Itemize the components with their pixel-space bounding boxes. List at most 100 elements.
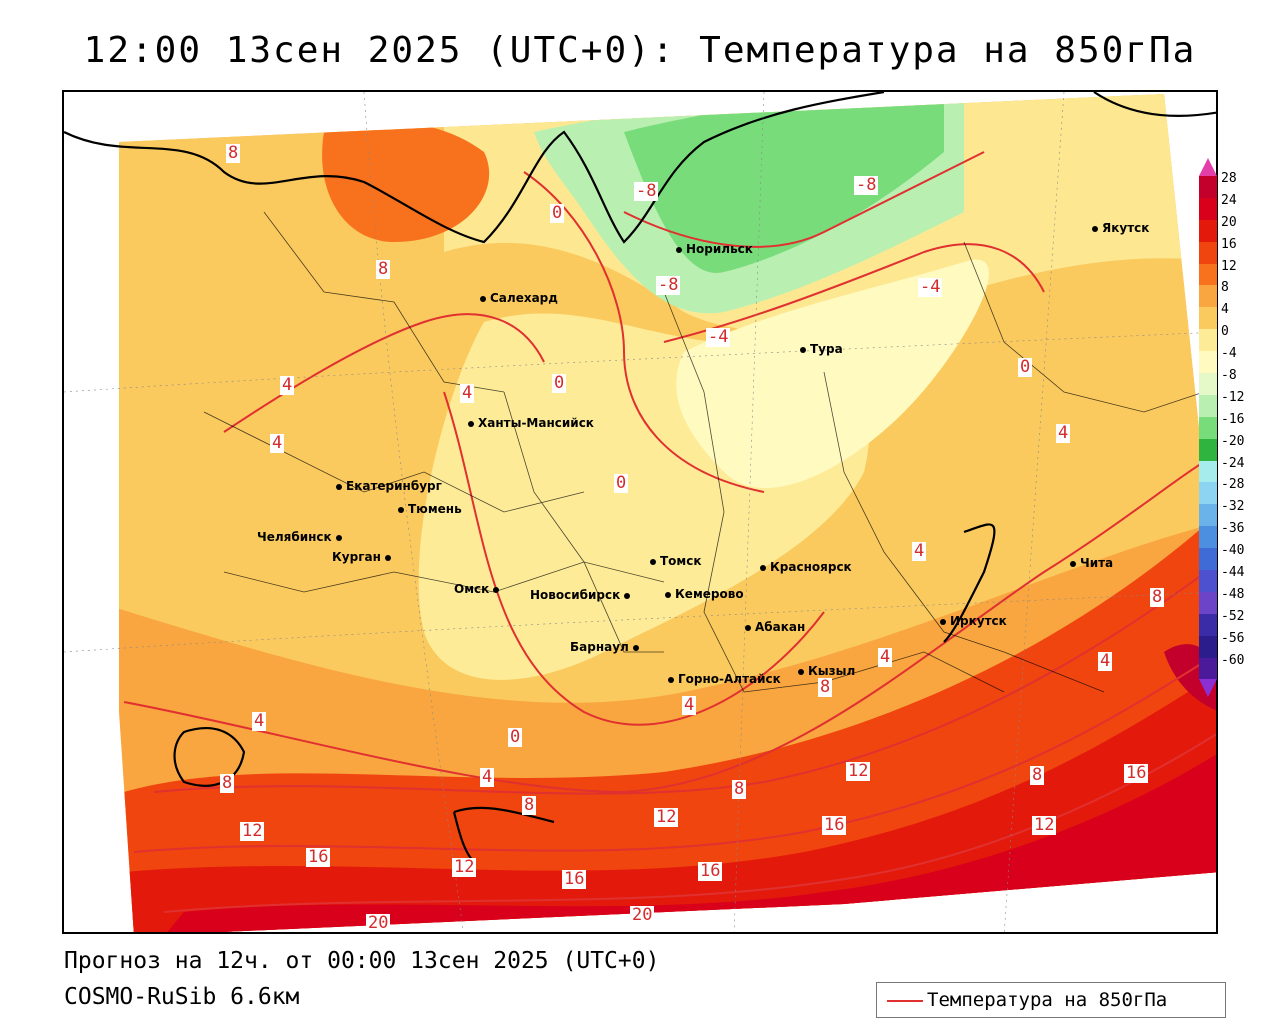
temperature-map: Салехард Норильск Якутск Тура Ханты-Манс… — [62, 90, 1218, 934]
colorbar-swatch — [1199, 219, 1217, 242]
city-irkutsk: Иркутск — [940, 614, 1007, 628]
contour-label: 20 — [630, 905, 655, 925]
contour-label: 16 — [698, 861, 723, 881]
colorbar-tick-label: -8 — [1221, 368, 1237, 384]
contour-label: 8 — [818, 677, 833, 697]
colorbar-swatch — [1199, 548, 1217, 571]
colorbar-swatch — [1199, 373, 1217, 395]
contour-label: 4 — [878, 647, 893, 667]
colorbar-tick-label: -40 — [1221, 543, 1245, 559]
contour-label: 4 — [270, 433, 285, 453]
contour-label: 0 — [614, 473, 629, 493]
colorbar-tick-label: -32 — [1221, 499, 1245, 515]
city-norilsk: Норильск — [676, 242, 753, 256]
colorbar-tick-label: 24 — [1221, 192, 1237, 208]
contour-label: -8 — [854, 175, 879, 195]
legend-label: Температура на 850гПа — [927, 989, 1168, 1011]
colorbar-tick-label: -20 — [1221, 433, 1245, 449]
contour-label: 16 — [562, 869, 587, 889]
contour-label: 4 — [460, 383, 475, 403]
contour-label: 0 — [508, 727, 523, 747]
city-chelyabinsk: Челябинск — [257, 530, 346, 544]
model-info: COSMO-RuSib 6.6км — [64, 984, 300, 1010]
contour-label: 16 — [822, 815, 847, 835]
colorbar-tick-label: -16 — [1221, 411, 1245, 427]
contour-label: 0 — [550, 203, 565, 223]
map-title: 12:00 13сен 2025 (UTC+0): Температура на… — [83, 30, 1197, 71]
contour-label: -8 — [656, 275, 681, 295]
colorbar-tick-label: 0 — [1221, 324, 1229, 340]
contour-label: -4 — [706, 327, 731, 347]
contour-label: 12 — [846, 761, 871, 781]
contour-label: 4 — [912, 541, 927, 561]
colorbar-swatch — [1199, 285, 1217, 308]
contour-label: 8 — [522, 795, 537, 815]
contour-label: 4 — [1056, 423, 1071, 443]
contour-label: 16 — [306, 847, 331, 867]
city-novosibirsk: Новосибирск — [530, 588, 634, 602]
colorbar-tick-label: 12 — [1221, 258, 1237, 274]
colorbar-swatch — [1199, 613, 1217, 636]
colorbar-tick-label: -48 — [1221, 586, 1245, 602]
contour-label: 4 — [480, 767, 495, 787]
colorbar-tick-label: -4 — [1221, 346, 1237, 362]
city-tura: Тура — [800, 342, 843, 356]
city-omsk: Омск — [454, 582, 503, 596]
colorbar-swatch — [1199, 657, 1217, 680]
contour-label: 4 — [252, 711, 267, 731]
city-abakan: Абакан — [745, 620, 805, 634]
colorbar-swatch — [1199, 307, 1217, 330]
colorbar-tick-label: -36 — [1221, 521, 1245, 537]
colorbar-swatch — [1199, 460, 1217, 483]
city-krasnoyarsk: Красноярск — [760, 560, 852, 574]
colorbar-swatch — [1199, 263, 1217, 286]
contour-label: 12 — [1032, 815, 1057, 835]
colorbar-swatch — [1199, 570, 1217, 592]
colorbar-tick-label: 20 — [1221, 214, 1237, 230]
contour-label: 0 — [1018, 357, 1033, 377]
contour-label: -8 — [634, 181, 659, 201]
colorbar-tick-label: 8 — [1221, 280, 1229, 296]
colorbar-tick-label: 16 — [1221, 236, 1237, 252]
contour-label: 4 — [682, 695, 697, 715]
colorbar-tick-label: -24 — [1221, 455, 1245, 471]
city-tyumen: Тюмень — [398, 502, 462, 516]
contour-label: 8 — [376, 259, 391, 279]
contour-label: 16 — [1124, 763, 1149, 783]
city-yakutsk: Якутск — [1092, 221, 1149, 235]
city-ekaterinburg: Екатеринбург — [336, 479, 442, 493]
colorbar-swatch — [1199, 482, 1217, 505]
contour-label: 12 — [654, 807, 679, 827]
city-kemerovo: Кемерово — [665, 587, 744, 601]
colorbar-swatch — [1199, 635, 1217, 658]
colorbar-swatch — [1199, 351, 1217, 374]
colorbar-tick-label: 4 — [1221, 302, 1229, 318]
contour-label: 0 — [552, 373, 567, 393]
contour-label: 8 — [1150, 587, 1165, 607]
colorbar-tick-label: -28 — [1221, 477, 1245, 493]
colorbar-tick-label: 28 — [1221, 171, 1237, 186]
colorbar-tick-label: -52 — [1221, 608, 1245, 624]
city-kurgan: Курган — [332, 550, 395, 564]
city-kyzyl: Кызыл — [798, 664, 855, 678]
contour-label: 12 — [452, 857, 477, 877]
legend-line-swatch — [887, 1000, 923, 1002]
colorbar-labels: 28 24 20 16 12 8 4 0 -4 -8 -12 -16 -20 -24 -28 -32 -36 -4… — [1221, 168, 1244, 671]
contour-label: 4 — [1098, 651, 1113, 671]
colorbar-tick-label: -60 — [1221, 652, 1245, 668]
colorbar — [1199, 158, 1217, 698]
colorbar-swatch — [1199, 591, 1217, 614]
city-khanty-mansiysk: Ханты-Мансийск — [468, 416, 594, 430]
city-tomsk: Томск — [650, 554, 702, 568]
contour-label: 8 — [226, 143, 241, 163]
colorbar-top-arrow — [1199, 158, 1217, 176]
colorbar-tick-label: -56 — [1221, 630, 1245, 646]
city-salekhard: Салехард — [480, 291, 558, 305]
forecast-info: Прогноз на 12ч. от 00:00 13сен 2025 (UTC… — [64, 948, 660, 974]
legend: Температура на 850гПа — [876, 982, 1226, 1018]
city-chita: Чита — [1070, 556, 1113, 570]
contour-label: 8 — [1030, 765, 1045, 785]
colorbar-tick-label: -12 — [1221, 389, 1245, 405]
colorbar-tick-label: -44 — [1221, 565, 1245, 581]
colorbar-bottom-arrow — [1199, 679, 1217, 698]
